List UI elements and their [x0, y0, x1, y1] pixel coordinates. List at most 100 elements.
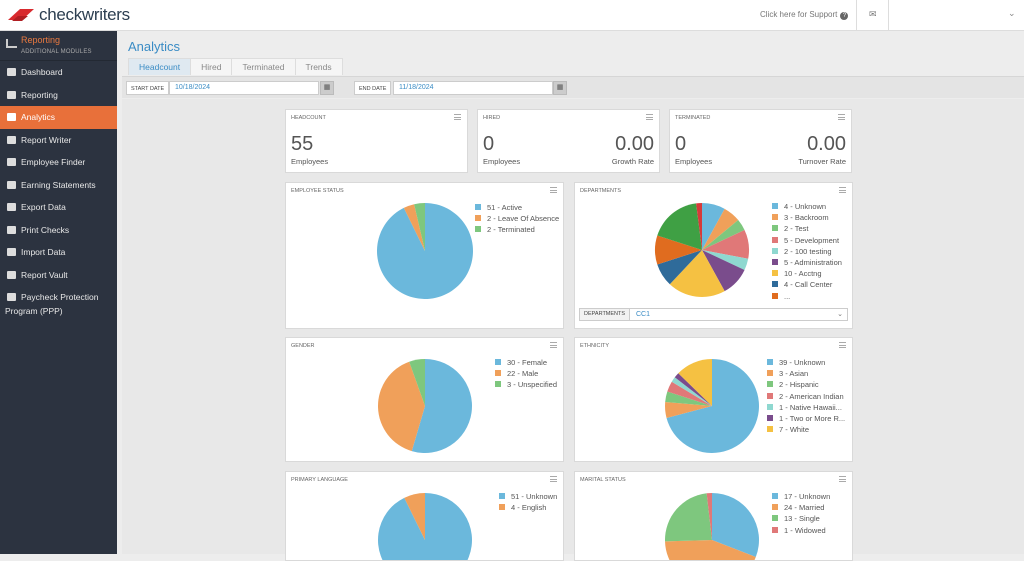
departments-select[interactable]: DEPARTMENTS CC1 ⌄ [579, 308, 848, 321]
menu-icon[interactable] [839, 476, 846, 482]
legend-item[interactable]: 1 - Native Hawaii... [767, 402, 845, 413]
pie-slice[interactable] [702, 208, 739, 250]
pie-slice[interactable] [702, 229, 749, 259]
pie-slice[interactable] [702, 250, 749, 271]
envelope-icon[interactable]: ✉ [869, 9, 877, 19]
pie-slice[interactable] [706, 493, 712, 540]
legend-item[interactable]: 22 - Male [495, 368, 557, 379]
pie-slice[interactable] [403, 204, 425, 251]
sidebar-item-import-data[interactable]: Import Data [0, 241, 117, 264]
pie-slice[interactable] [702, 250, 745, 292]
pie-slice[interactable] [657, 250, 702, 285]
legend-item[interactable]: 2 - Terminated [475, 224, 559, 235]
menu-icon[interactable] [454, 114, 461, 120]
pie-slice[interactable] [404, 493, 425, 540]
calendar-icon[interactable]: ▦ [320, 81, 334, 95]
pie-slice[interactable] [702, 220, 745, 250]
legend-item[interactable]: 2 - Test [772, 223, 842, 234]
sidebar-item-print-checks[interactable]: Print Checks [0, 219, 117, 242]
support-link[interactable]: Click here for Support? [760, 10, 849, 20]
legend-item[interactable]: 13 - Single [772, 513, 830, 524]
tab-terminated[interactable]: Terminated [231, 58, 296, 75]
module-header[interactable]: Reporting ADDITIONAL MODULES [0, 31, 117, 61]
pie-slice[interactable] [674, 373, 712, 406]
legend-item[interactable]: 5 - Development [772, 235, 842, 246]
menu-icon[interactable] [550, 187, 557, 193]
sidebar-item-export-data[interactable]: Export Data [0, 196, 117, 219]
menu-icon[interactable] [839, 187, 846, 193]
legend-item[interactable]: 39 - Unknown [767, 357, 845, 368]
menu-icon[interactable] [839, 342, 846, 348]
sidebar-item-employee-finder[interactable]: Employee Finder [0, 151, 117, 174]
pie-slice[interactable] [712, 493, 759, 558]
start-date-input[interactable]: 10/18/2024 [169, 81, 319, 95]
sidebar-item-earning-statements[interactable]: Earning Statements [0, 174, 117, 197]
pie-slice[interactable] [657, 203, 702, 250]
sidebar-item-report-vault[interactable]: Report Vault [0, 264, 117, 287]
legend-item[interactable]: 5 - Administration [772, 257, 842, 268]
end-date-input[interactable]: 11/18/2024 [393, 81, 553, 95]
pie-slice[interactable] [414, 203, 425, 251]
pie-slice[interactable] [696, 203, 702, 250]
pie-slice[interactable] [669, 250, 725, 297]
legend-item[interactable]: 2 - Hispanic [767, 379, 845, 390]
date-filter-bar: START DATE 10/18/2024 ▦ END DATE 11/18/2… [122, 76, 1024, 98]
legend-label: 2 - Terminated [487, 225, 535, 235]
sidebar-item-report-writer[interactable]: Report Writer [0, 129, 117, 152]
legend-swatch [767, 414, 773, 421]
pie-slice[interactable] [665, 493, 712, 542]
legend-item[interactable]: 51 - Unknown [499, 491, 557, 502]
departments-select-value: CC1 [636, 311, 651, 318]
legend-item[interactable]: 2 - American Indian [767, 391, 845, 402]
legend-item[interactable]: 51 - Active [475, 202, 559, 213]
legend-item[interactable]: 3 - Unspecified [495, 379, 557, 390]
pie-slice[interactable] [411, 359, 472, 453]
tab-trends[interactable]: Trends [294, 58, 343, 75]
menu-icon[interactable] [838, 114, 845, 120]
legend-item[interactable]: 3 - Asian [767, 368, 845, 379]
legend-item[interactable]: 1 - Widowed [772, 525, 830, 536]
menu-icon[interactable] [550, 342, 557, 348]
sidebar-item-dashboard[interactable]: Dashboard [0, 61, 117, 84]
pie-chart [378, 493, 472, 560]
pie-slice[interactable] [655, 235, 702, 265]
pie-slice[interactable] [409, 359, 425, 406]
legend-label: 4 - Call Center [784, 280, 833, 290]
sidebar-item-reporting[interactable]: Reporting [0, 84, 117, 107]
legend-item[interactable]: 4 - English [499, 502, 557, 513]
headcount-label: Employees [291, 157, 329, 166]
tab-headcount[interactable]: Headcount [128, 58, 192, 75]
legend-item[interactable]: 17 - Unknown [772, 491, 830, 502]
pie-slice[interactable] [378, 361, 425, 452]
menu-icon[interactable] [550, 476, 557, 482]
pie-slice[interactable] [667, 381, 712, 406]
calendar-icon[interactable]: ▦ [553, 81, 567, 95]
pie-slice[interactable] [378, 493, 472, 560]
menu-icon[interactable] [646, 114, 653, 120]
pie-slice[interactable] [702, 203, 725, 250]
legend-item[interactable]: 3 - Backroom [772, 212, 842, 223]
legend-item[interactable]: 4 - Call Center [772, 279, 842, 290]
legend-item[interactable]: 1 - Two or More R... [767, 413, 845, 424]
tab-hired[interactable]: Hired [190, 58, 233, 75]
sidebar: Reporting ADDITIONAL MODULES Dashboard Re… [0, 31, 117, 554]
pie-slice[interactable] [671, 377, 712, 406]
legend-item[interactable]: 10 - Acctng [772, 268, 842, 279]
pie-slice[interactable] [665, 401, 712, 418]
legend-item[interactable]: ... [772, 291, 842, 302]
checkwriters-logo[interactable]: checkwriters [6, 5, 130, 25]
legend-item[interactable]: 4 - Unknown [772, 201, 842, 212]
legend-item[interactable]: 24 - Married [772, 502, 830, 513]
sidebar-item-paycheck-protection[interactable]: Paycheck Protection Program (PPP) [0, 286, 117, 322]
chevron-down-icon[interactable]: ⌄ [1008, 8, 1016, 18]
legend-swatch [767, 403, 773, 410]
pie-slice[interactable] [665, 391, 712, 406]
legend-item[interactable]: 2 - 100 testing [772, 246, 842, 257]
legend-item[interactable]: 7 - White [767, 424, 845, 435]
chart-legend: 39 - Unknown 3 - Asian 2 - Hispanic 2 - Ame… [767, 357, 845, 435]
sidebar-item-analytics[interactable]: Analytics [0, 106, 117, 129]
legend-item[interactable]: 30 - Female [495, 357, 557, 368]
pie-slice[interactable] [666, 359, 759, 453]
legend-item[interactable]: 2 - Leave Of Absence [475, 213, 559, 224]
pie-slice[interactable] [678, 359, 712, 406]
